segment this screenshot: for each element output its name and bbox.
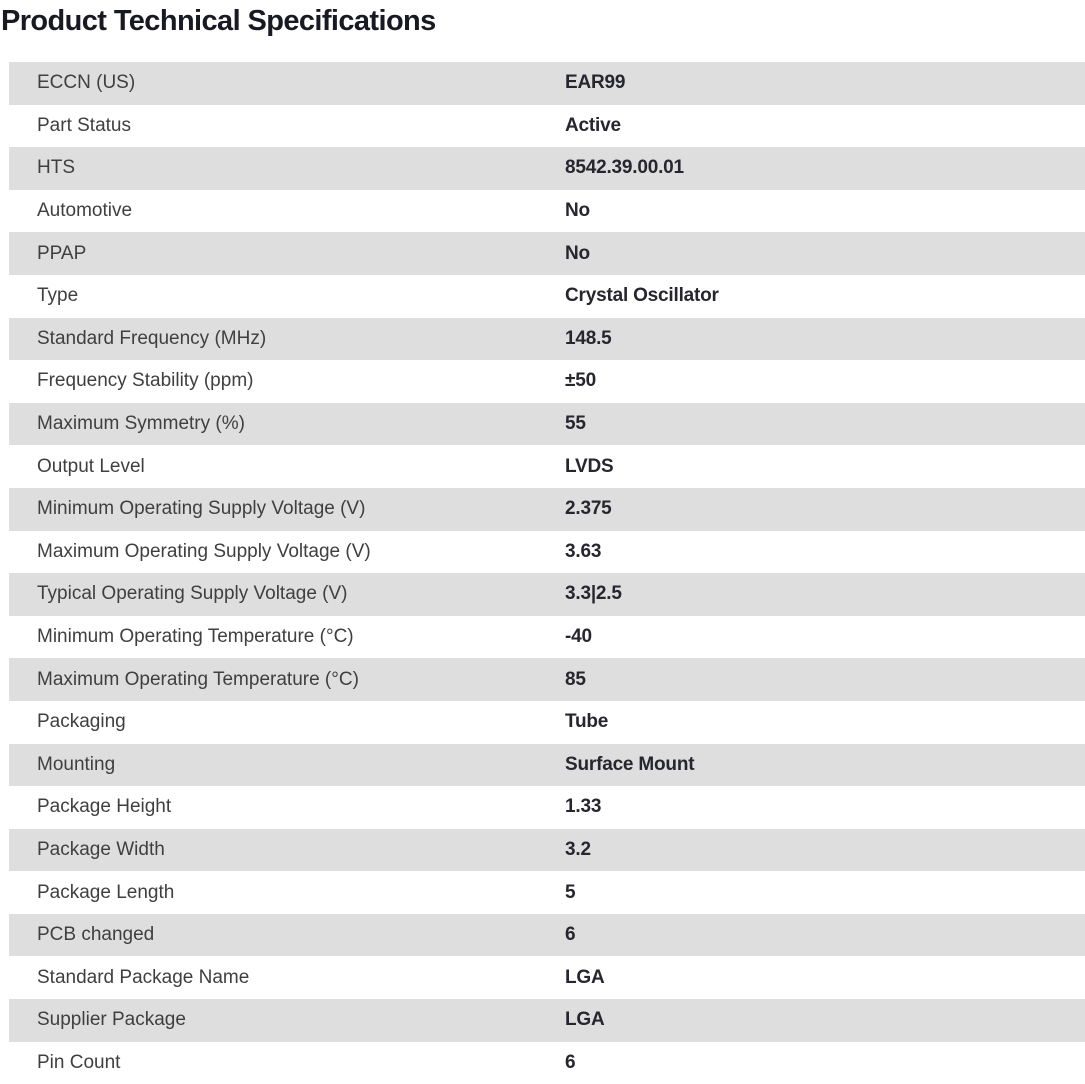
spec-row: Package Width 3.2: [9, 828, 1085, 872]
spec-label: HTS: [37, 157, 75, 179]
spec-label: Frequency Stability (ppm): [37, 370, 254, 392]
spec-label: Packaging: [37, 711, 126, 733]
spec-row: Part Status Active: [9, 104, 1085, 148]
spec-row: Maximum Operating Temperature (°C) 85: [9, 658, 1085, 701]
spec-value: 6: [565, 1051, 576, 1073]
spec-label: Standard Package Name: [37, 966, 250, 988]
spec-row: PPAP No: [9, 232, 1085, 275]
spec-row: Supplier Package LGA: [9, 999, 1085, 1042]
spec-label: Package Height: [37, 796, 172, 818]
spec-row: Output Level LVDS: [9, 445, 1085, 488]
spec-label: Type: [37, 285, 79, 307]
spec-row: Packaging Tube: [9, 700, 1085, 744]
spec-row: Maximum Symmetry (%) 55: [9, 402, 1085, 446]
spec-value: LGA: [565, 1009, 605, 1031]
spec-value: Surface Mount: [565, 753, 695, 775]
page-title: Product Technical Specifications: [1, 5, 436, 37]
spec-row: Minimum Operating Temperature (°C) -40: [9, 615, 1085, 659]
spec-row: Maximum Operating Supply Voltage (V) 3.6…: [9, 530, 1085, 574]
spec-label: Maximum Operating Supply Voltage (V): [37, 540, 371, 562]
spec-label: Output Level: [37, 455, 145, 477]
spec-value: -40: [565, 626, 592, 648]
spec-value: Active: [565, 114, 621, 136]
spec-value: LVDS: [565, 455, 614, 477]
spec-row: Mounting Surface Mount: [9, 743, 1085, 787]
spec-row: Package Height 1.33: [9, 786, 1085, 829]
spec-row: Automotive No: [9, 189, 1085, 233]
spec-row: Type Crystal Oscillator: [9, 274, 1085, 318]
spec-value: 3.3|2.5: [565, 583, 622, 605]
spec-label: Part Status: [37, 114, 131, 136]
spec-value: 148.5: [565, 327, 612, 349]
spec-row: Minimum Operating Supply Voltage (V) 2.3…: [9, 487, 1085, 531]
spec-row: Pin Count 6: [9, 1041, 1085, 1084]
spec-value: 2.375: [565, 498, 612, 520]
spec-label: Maximum Operating Temperature (°C): [37, 668, 359, 690]
spec-label: Automotive: [37, 200, 133, 222]
spec-table: ECCN (US) EAR99 Part Status Active HTS 8…: [9, 62, 1085, 1084]
spec-value: 3.63: [565, 540, 602, 562]
spec-label: Standard Frequency (MHz): [37, 327, 267, 349]
spec-value: Tube: [565, 711, 609, 733]
spec-value: Crystal Oscillator: [565, 285, 719, 307]
spec-row: ECCN (US) EAR99: [9, 62, 1085, 105]
spec-row: Package Length 5: [9, 871, 1085, 914]
spec-value: 6: [565, 924, 576, 946]
spec-label: Supplier Package: [37, 1009, 186, 1031]
spec-label: Pin Count: [37, 1051, 121, 1073]
spec-label: Package Width: [37, 838, 165, 860]
spec-value: 1.33: [565, 796, 602, 818]
spec-label: PPAP: [37, 242, 87, 264]
spec-value: No: [565, 200, 590, 222]
spec-value: 55: [565, 413, 586, 435]
spec-row: PCB changed 6: [9, 913, 1085, 957]
spec-row: Standard Frequency (MHz) 148.5: [9, 317, 1085, 361]
spec-label: Typical Operating Supply Voltage (V): [37, 583, 348, 605]
spec-value: 5: [565, 881, 576, 903]
spec-row: Standard Package Name LGA: [9, 956, 1085, 1000]
spec-label: Maximum Symmetry (%): [37, 413, 245, 435]
spec-value: LGA: [565, 966, 605, 988]
spec-value: 85: [565, 668, 586, 690]
spec-value: No: [565, 242, 590, 264]
spec-label: ECCN (US): [37, 72, 136, 94]
spec-label: Package Length: [37, 881, 175, 903]
spec-row: HTS 8542.39.00.01: [9, 147, 1085, 190]
spec-row: Typical Operating Supply Voltage (V) 3.3…: [9, 573, 1085, 616]
spec-label: PCB changed: [37, 924, 155, 946]
spec-label: Minimum Operating Supply Voltage (V): [37, 498, 366, 520]
spec-value: 8542.39.00.01: [565, 157, 684, 179]
spec-label: Mounting: [37, 753, 116, 775]
spec-value: 3.2: [565, 838, 591, 860]
spec-value: EAR99: [565, 72, 626, 94]
spec-row: Frequency Stability (ppm) ±50: [9, 360, 1085, 403]
spec-value: ±50: [565, 370, 596, 392]
spec-label: Minimum Operating Temperature (°C): [37, 626, 354, 648]
